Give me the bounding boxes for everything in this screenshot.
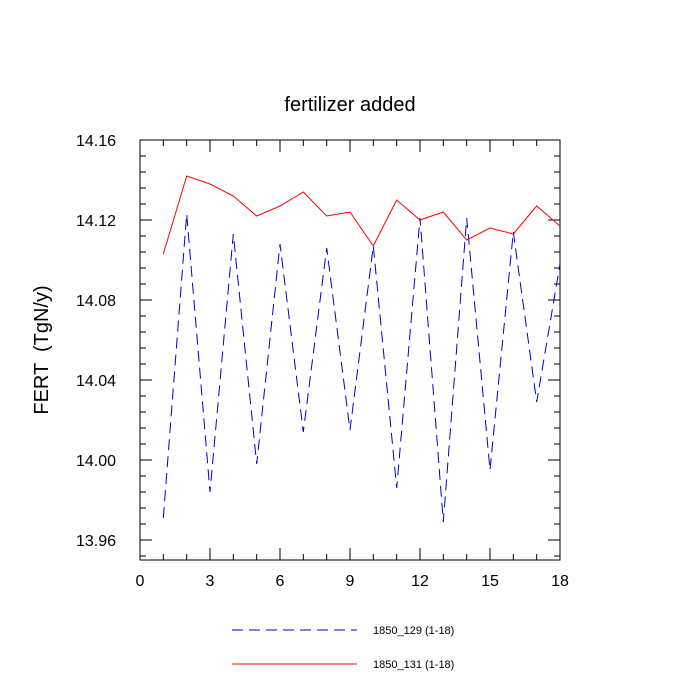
y-tick-label: 14.16 xyxy=(76,133,116,150)
chart-title: fertilizer added xyxy=(284,94,415,116)
series-line-1 xyxy=(162,213,561,523)
legend-label-1: 1850_129 (1-18) xyxy=(373,625,454,637)
series-line-2 xyxy=(162,175,561,255)
y-tick-label: 14.08 xyxy=(76,293,116,310)
y-tick-label: 13.96 xyxy=(76,533,116,550)
legend-label-2: 1850_131 (1-18) xyxy=(373,659,454,671)
axis-ticks xyxy=(139,139,561,560)
axis-tick-labels: 0 3 6 9 12 15 18 13.96 14.00 14.04 14.08 14.12 14.16 xyxy=(76,133,569,590)
x-tick-label: 0 xyxy=(136,573,145,590)
x-tick-label: 12 xyxy=(411,573,429,590)
series-group xyxy=(162,175,561,523)
x-tick-label: 3 xyxy=(206,573,215,590)
y-axis-label: FERT (TgN/y) xyxy=(31,285,53,414)
x-tick-label: 15 xyxy=(481,573,499,590)
x-tick-label: 9 xyxy=(346,573,355,590)
x-tick-label: 6 xyxy=(276,573,285,590)
legend: 1850_129 (1-18) 1850_131 (1-18) xyxy=(232,625,454,671)
x-tick-label: 18 xyxy=(551,573,569,590)
y-tick-label: 14.00 xyxy=(76,453,116,470)
y-tick-label: 14.12 xyxy=(76,213,116,230)
plot-frame xyxy=(139,139,561,561)
y-tick-label: 14.04 xyxy=(76,373,116,390)
